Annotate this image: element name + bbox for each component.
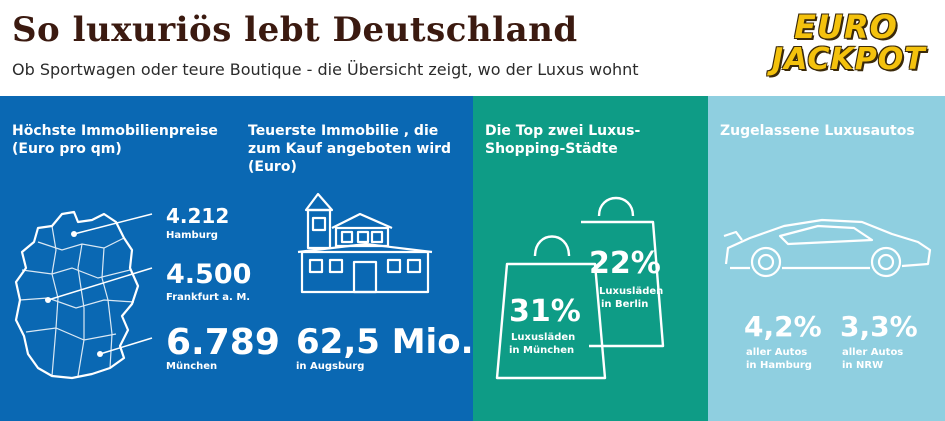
panel-luxusautos: Zugelassene Luxusautos 4,2% aller Autos … [708,96,945,421]
house-icon [297,192,433,294]
immobilie-title-line2: zum Kauf angeboten wird [248,141,452,157]
immobilie-title-line1: Teuerste Immobilie , die [248,123,439,139]
shopping-muenchen-percent: 31% [509,294,581,329]
luxusautos-title: Zugelassene Luxusautos [720,123,915,139]
price-hamburg-city: Hamburg [166,230,218,241]
immobilienpreise-title-line2: (Euro pro qm) [12,141,122,157]
eurojackpot-logo: EURO JACKPOT [772,8,926,78]
immobilienpreise-title-line1: Höchste Immobilienpreise [12,123,218,139]
auto-nrw-label2: in NRW [842,360,884,371]
shopping-muenchen-label1: Luxusläden [511,332,576,343]
shopping-title-line1: Die Top zwei Luxus- [485,123,641,139]
auto-nrw-percent: 3,3% [840,310,918,343]
shopping-title: Die Top zwei Luxus- Shopping-Städte [485,122,640,158]
immobilie-value: 62,5 Mio. [296,322,474,362]
shopping-bag-icon [495,196,665,380]
immobilie-city: in Augsburg [296,361,365,372]
price-hamburg-value: 4.212 [166,204,230,228]
sports-car-icon [723,218,932,278]
logo-line-euro: EURO [794,8,898,46]
page-subtitle: Ob Sportwagen oder teure Boutique - die … [12,60,639,79]
auto-hamburg-label2: in Hamburg [746,360,812,371]
shopping-muenchen-label2: in München [509,345,575,356]
auto-hamburg-percent: 4,2% [744,310,822,343]
shopping-berlin-percent: 22% [589,246,661,281]
logo-line-jackpot: JACKPOT [772,42,926,77]
price-frankfurt-value: 4.500 [166,259,252,290]
panel-immobilien: Höchste Immobilienpreise (Euro pro qm) 4… [0,96,474,421]
price-frankfurt-city: Frankfurt a. M. [166,292,251,303]
shopping-title-line2: Shopping-Städte [485,141,618,157]
shopping-berlin-label1: Luxusläden [599,286,664,297]
page-title: So luxuriös lebt Deutschland [12,10,578,50]
immobilie-title-line3: (Euro) [248,159,297,175]
panel-shopping: Die Top zwei Luxus- Shopping-Städte 22% … [473,96,708,421]
auto-hamburg-label1: aller Autos [746,347,808,358]
auto-nrw-label1: aller Autos [842,347,904,358]
immobilienpreise-title: Höchste Immobilienpreise (Euro pro qm) [12,122,218,158]
header: So luxuriös lebt Deutschland Ob Sportwag… [0,0,945,96]
price-muenchen-value: 6.789 [166,322,280,363]
price-muenchen-city: München [166,361,218,372]
immobilie-title: Teuerste Immobilie , die zum Kauf angebo… [248,122,451,176]
germany-map-icon [14,210,153,380]
shopping-berlin-label2: in Berlin [601,299,649,310]
